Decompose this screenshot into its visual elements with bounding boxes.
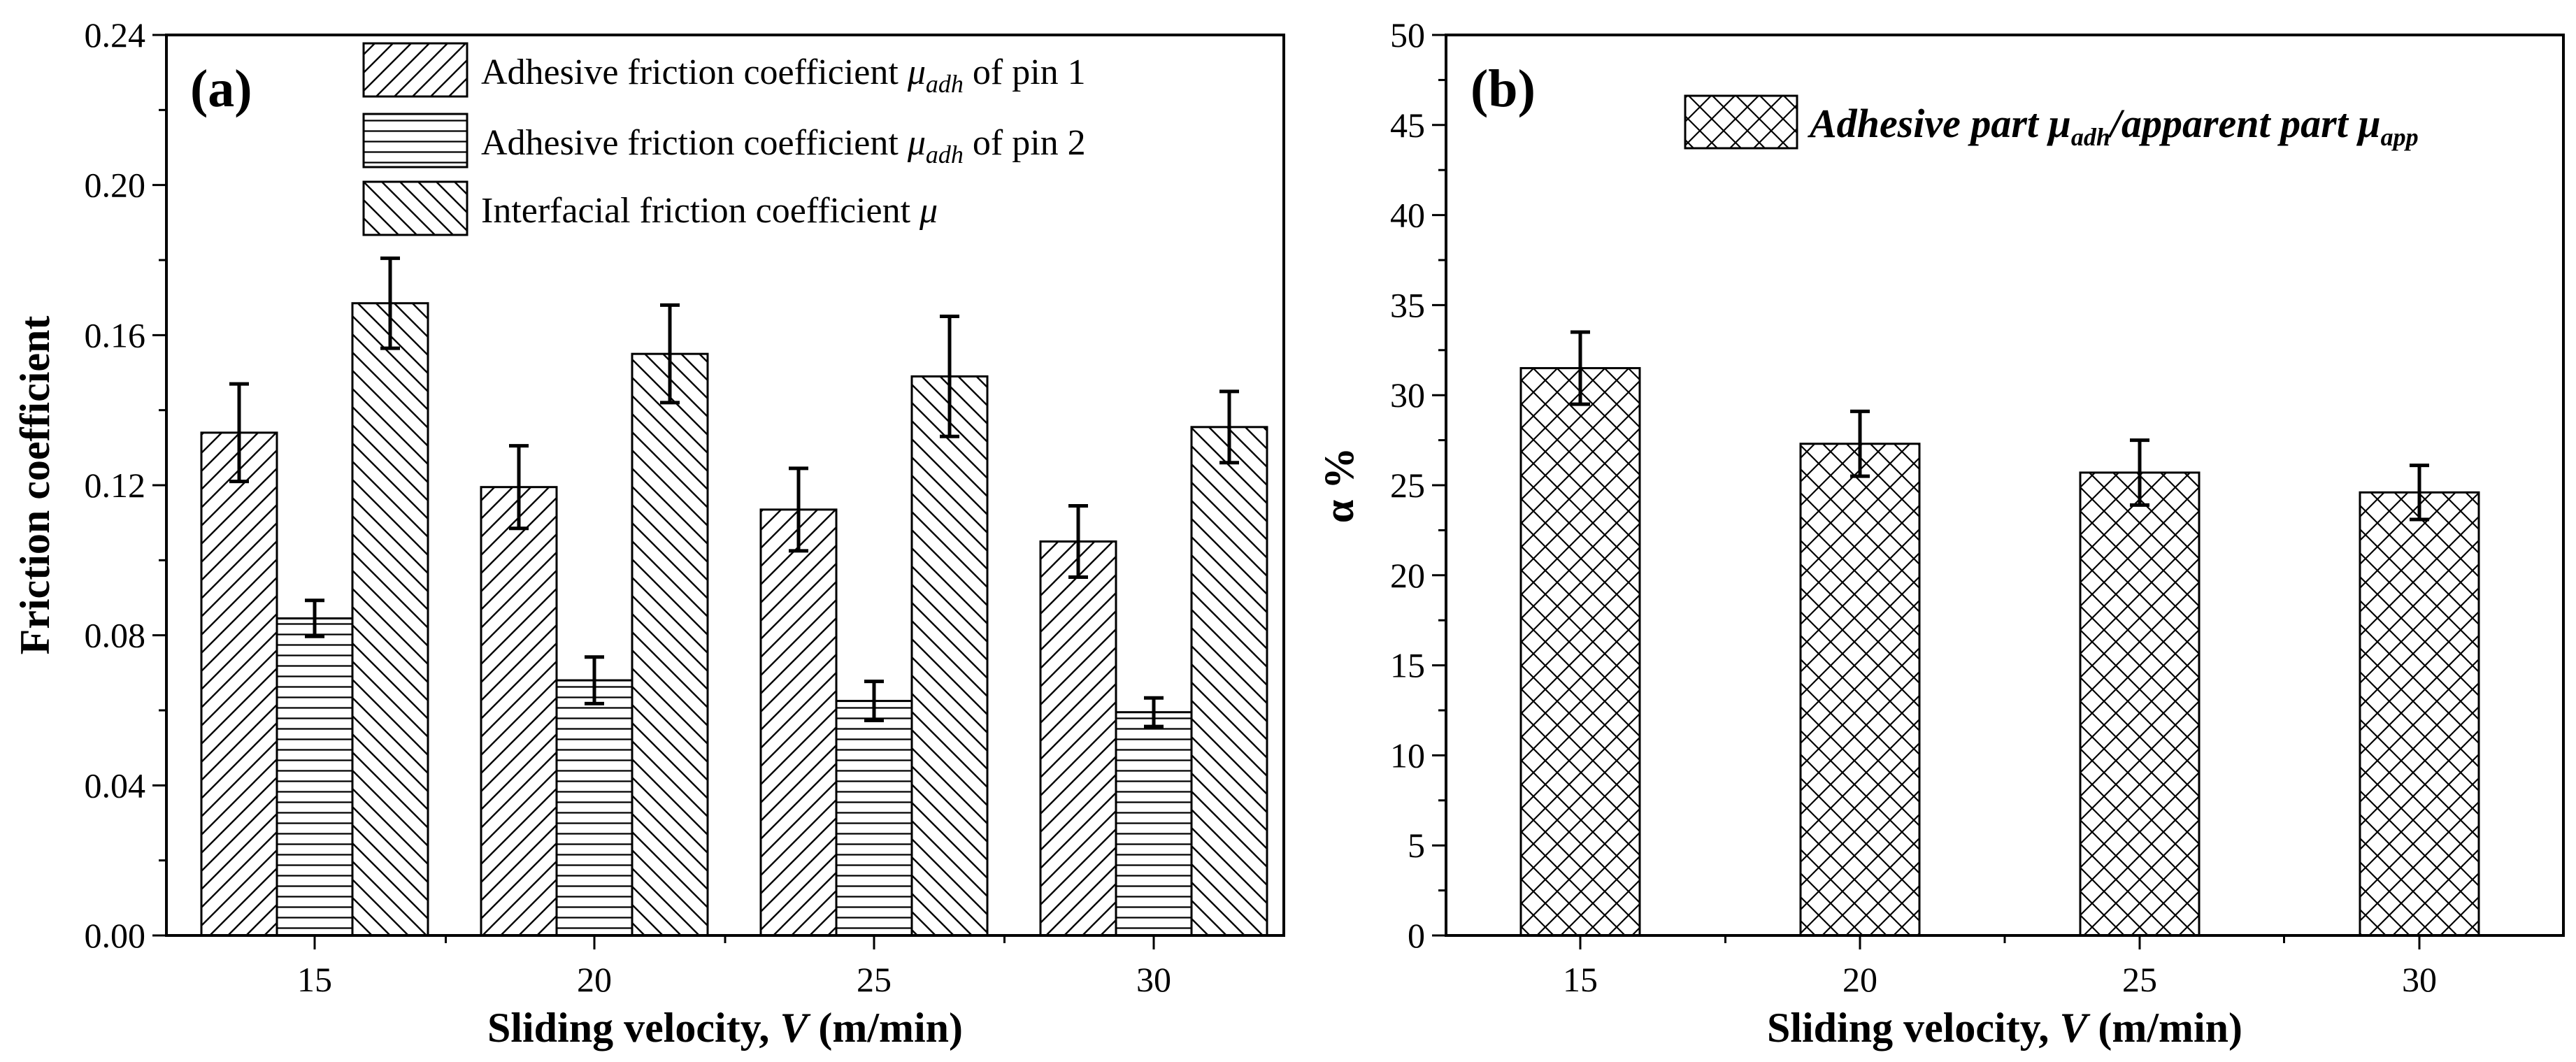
- error-bar-b-s1-25: [2130, 438, 2149, 507]
- x-tick-label: 30: [1136, 960, 1171, 999]
- bar-b-s1-30: [2359, 491, 2480, 937]
- panel-b-ticks: 0 5 10 15 20 25 30 35 40 45 50 15 20 25 30: [1390, 15, 2437, 999]
- error-bar-a-s1-15: [229, 382, 249, 484]
- error-bar-a-s1-30: [1068, 504, 1088, 579]
- y-tick-label: 0.00: [85, 916, 146, 955]
- bar-a-s3-25: [910, 375, 989, 937]
- panel-a-y-axis-title: Friction coefficient: [12, 316, 58, 655]
- error-bar-a-s1-25: [789, 466, 808, 553]
- bar-a-s3-15: [351, 302, 429, 937]
- y-tick-label: 0.04: [85, 766, 146, 805]
- panel-b-legend: Adhesive part μadh/apparent part μapp: [1684, 94, 2419, 151]
- panel-a-legend: Adhesive friction coefficient μadh of pi…: [362, 42, 1086, 236]
- legend-label-interfacial: Interfacial friction coefficient μ: [481, 191, 938, 231]
- x-tick-label: 20: [1842, 960, 1877, 999]
- y-tick-label: 50: [1390, 15, 1425, 55]
- error-bar-a-s2-25: [864, 680, 884, 722]
- panel-b: 0 5 10 15 20 25 30 35 40 45 50 15 20 25 30 (b) Adhesiv…: [1316, 15, 2565, 1051]
- y-tick-label: 10: [1390, 735, 1425, 775]
- bar-a-s1-30: [1039, 540, 1117, 937]
- x-tick-label: 30: [2402, 960, 2437, 999]
- panel-a: 0.00 0.04 0.08 0.12 0.16 0.20 0.24 15 20 25 30 (a)…: [12, 15, 1285, 1051]
- panel-b-label: (b): [1471, 59, 1536, 118]
- bar-a-s1-25: [759, 508, 838, 937]
- error-bar-b-s1-30: [2410, 464, 2429, 522]
- panel-b-x-axis-title: Sliding velocity, V (m/min): [1767, 1005, 2242, 1051]
- error-bar-b-s1-20: [1850, 409, 1870, 478]
- bar-a-s2-20: [555, 679, 634, 937]
- y-tick-label: 25: [1390, 466, 1425, 505]
- bar-a-s2-25: [835, 700, 913, 937]
- y-tick-label: 0.16: [85, 315, 146, 354]
- error-bar-a-s3-20: [660, 303, 680, 405]
- legend-label-ratio: Adhesive part μadh/apparent part μapp: [1808, 101, 2419, 151]
- error-bar-a-s2-20: [585, 655, 604, 705]
- y-tick-label: 15: [1390, 646, 1425, 685]
- panel-b-frame: [1445, 34, 2565, 937]
- y-tick-label: 20: [1390, 556, 1425, 595]
- legend-label-pin2: Adhesive friction coefficient μadh of pi…: [481, 123, 1086, 168]
- legend-swatch-pin2: [362, 113, 468, 168]
- x-tick-label: 15: [1563, 960, 1598, 999]
- x-tick-label: 25: [2122, 960, 2157, 999]
- error-bar-b-s1-15: [1570, 330, 1590, 406]
- bar-a-s1-15: [200, 431, 278, 937]
- legend-label-pin1: Adhesive friction coefficient μadh of pi…: [481, 52, 1086, 98]
- bar-b-s1-25: [2079, 471, 2201, 937]
- panel-b-error-bars: [1570, 330, 2429, 522]
- x-tick-label: 25: [857, 960, 892, 999]
- bar-b-s1-20: [1799, 443, 1921, 937]
- x-tick-label: 15: [297, 960, 332, 999]
- panel-a-label: (a): [190, 59, 252, 118]
- bar-a-s3-30: [1190, 426, 1268, 937]
- y-tick-label: 45: [1390, 106, 1425, 145]
- panel-a-ticks: 0.00 0.04 0.08 0.12 0.16 0.20 0.24 15 20 25 30: [85, 15, 1172, 999]
- panel-b-bars: [1519, 367, 2480, 937]
- error-bar-a-s2-15: [305, 598, 324, 638]
- bar-a-s2-30: [1115, 711, 1193, 937]
- y-tick-label: 0.08: [85, 616, 146, 655]
- panel-b-y-axis-title: α %: [1316, 447, 1362, 524]
- error-bar-a-s2-30: [1144, 696, 1164, 729]
- x-tick-label: 20: [577, 960, 612, 999]
- panel-a-x-axis-title: Sliding velocity, V (m/min): [487, 1005, 963, 1051]
- legend-swatch-ratio: [1684, 94, 1798, 150]
- y-tick-label: 35: [1390, 285, 1425, 324]
- error-bar-a-s3-15: [380, 256, 400, 350]
- bar-a-s2-15: [276, 617, 354, 937]
- y-tick-label: 0.24: [85, 15, 146, 55]
- y-tick-label: 0: [1408, 916, 1425, 955]
- panel-a-error-bars: [229, 256, 1239, 729]
- panel-a-bars: [200, 302, 1268, 937]
- y-tick-label: 5: [1408, 826, 1425, 865]
- y-tick-label: 0.12: [85, 466, 146, 505]
- panel-a-frame: [165, 34, 1285, 937]
- bar-a-s1-20: [480, 486, 558, 937]
- legend-swatch-interfacial: [362, 180, 468, 236]
- error-bar-a-s3-25: [940, 315, 959, 438]
- y-tick-label: 0.20: [85, 166, 146, 205]
- error-bar-a-s1-20: [509, 444, 529, 531]
- y-tick-label: 40: [1390, 196, 1425, 235]
- y-tick-label: 30: [1390, 375, 1425, 415]
- bar-a-s3-20: [631, 352, 709, 937]
- legend-swatch-pin1: [362, 42, 468, 98]
- bar-b-s1-15: [1519, 367, 1641, 937]
- error-bar-a-s3-30: [1219, 389, 1239, 465]
